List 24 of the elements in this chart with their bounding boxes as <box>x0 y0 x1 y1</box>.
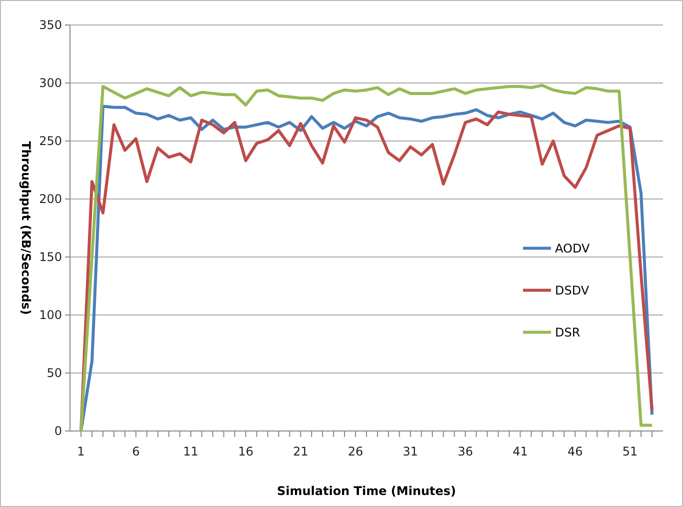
y-tick-label: 100 <box>39 308 62 322</box>
x-tick-label: 46 <box>568 444 583 459</box>
y-tick-label: 150 <box>39 250 62 264</box>
x-tick-label: 11 <box>183 444 198 459</box>
x-tick-label: 6 <box>132 444 140 459</box>
x-tick-label: 36 <box>458 444 473 459</box>
y-tick-label: 50 <box>46 366 62 380</box>
y-tick-label: 250 <box>39 134 62 148</box>
legend-label: DSDV <box>555 284 590 298</box>
y-tick-label: 300 <box>39 76 62 90</box>
y-tick-label: 350 <box>39 18 62 32</box>
legend-label: AODV <box>555 242 590 256</box>
x-tick-label: 21 <box>292 444 308 459</box>
x-tick-label: 26 <box>348 444 364 459</box>
legend-label: DSR <box>555 326 580 340</box>
x-tick-label: 1 <box>77 444 85 459</box>
y-tick-label: 200 <box>39 192 62 206</box>
x-tick-label: 31 <box>402 444 418 459</box>
x-tick-label: 51 <box>622 444 638 459</box>
y-axis-title: Throughput (KB/Seconds) <box>19 141 33 315</box>
x-tick-label: 16 <box>238 444 254 459</box>
y-tick-label: 0 <box>54 424 62 438</box>
x-tick-label: 41 <box>512 444 528 459</box>
x-axis-title: Simulation Time (Minutes) <box>276 484 456 498</box>
